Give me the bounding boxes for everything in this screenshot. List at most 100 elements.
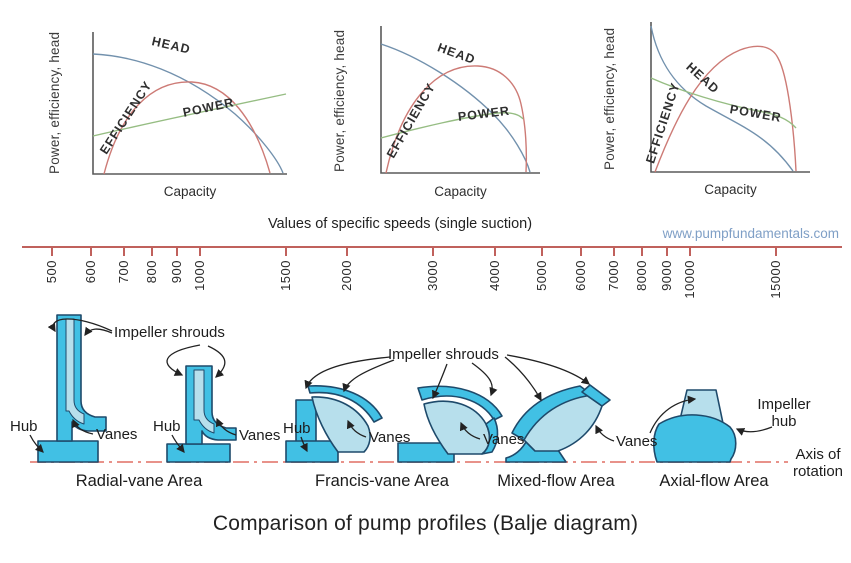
impeller-hub-label: Impeller hub <box>757 396 811 431</box>
tick-mark <box>666 247 669 256</box>
tick-label: 800 <box>144 260 159 284</box>
chart-axes <box>92 32 287 175</box>
plot-area <box>92 32 287 175</box>
area-label-axial: Axial-flow Area <box>659 472 769 490</box>
tick-mark <box>198 247 201 256</box>
vanes-label-2: Vanes <box>239 427 281 444</box>
arrow-vanes-3 <box>346 419 367 438</box>
tick-mark <box>89 247 92 256</box>
arrow-shrouds-b2 <box>207 345 226 378</box>
pump-curve-chart-axial: Power, efficiency, head HEAD EFFICIENCY … <box>600 10 845 210</box>
tick-mark <box>151 247 153 256</box>
tick-label: 900 <box>169 260 185 284</box>
annotation-arrows <box>29 318 773 453</box>
x-axis-label: Capacity <box>704 182 757 197</box>
tick-label: 3000 <box>425 260 441 291</box>
chart-axes <box>380 26 540 174</box>
area-label-radial: Radial-vane Area <box>75 472 203 490</box>
arrow-hub-1 <box>29 434 44 453</box>
tick-label: 9000 <box>659 260 675 291</box>
diagram-title: Comparison of pump profiles (Balje diagr… <box>212 512 639 535</box>
tick-label: 7000 <box>605 260 621 291</box>
tick-label: 700 <box>115 260 131 284</box>
arrow-shrouds-f3 <box>432 363 448 400</box>
pump-profiles-drawing <box>29 314 788 463</box>
tick-mark <box>579 247 582 256</box>
area-label-mixed: Mixed-flow Area <box>497 472 615 490</box>
power-curve <box>92 93 287 137</box>
arrow-shrouds-a2 <box>84 326 113 337</box>
efficiency-curve <box>103 81 271 175</box>
arrow-vanes-4 <box>459 421 481 440</box>
x-axis-label: Capacity <box>163 184 217 199</box>
impeller-shrouds-label-2: Impeller shrouds <box>388 346 499 363</box>
tick-label: 2000 <box>339 260 354 291</box>
arrow-hub-2 <box>171 434 185 453</box>
tick-label: 5000 <box>534 260 549 291</box>
pump-profiles: Impeller shrouds Impeller shrouds Hub Hu… <box>0 300 851 515</box>
y-axis-label: Power, efficiency, head <box>332 29 347 173</box>
tick-mark <box>541 247 543 256</box>
chart-axes <box>650 22 810 173</box>
scale-axis-line <box>22 246 842 248</box>
tick-label: 600 <box>82 260 98 284</box>
vanes-label-3: Vanes <box>369 429 411 446</box>
website-link[interactable]: www.pumpfundamentals.com <box>662 226 839 241</box>
pump-curve-chart-francis: Power, efficiency, head HEAD EFFICIENCY … <box>330 14 550 209</box>
francis-vane-impeller-a <box>285 385 383 463</box>
tick-label: 1000 <box>191 260 207 291</box>
francis-vane-impeller-b <box>397 385 503 463</box>
tick-mark <box>688 247 691 256</box>
tick-mark <box>641 247 643 256</box>
plot-area <box>650 22 810 173</box>
plot-area <box>380 26 540 174</box>
x-axis-label: Capacity <box>434 184 487 199</box>
tick-mark <box>432 247 435 256</box>
y-axis-label: Power, efficiency, head <box>602 27 617 171</box>
arrow-vanes-5 <box>595 424 615 442</box>
head-curve <box>92 53 284 174</box>
hub-label-1: Hub <box>10 418 38 435</box>
vanes-label-5: Vanes <box>616 433 658 450</box>
arrow-shrouds-f1 <box>304 356 391 390</box>
arrow-shrouds-b1 <box>166 344 201 376</box>
axial-flow-impeller <box>653 389 737 463</box>
tick-label: 8000 <box>634 260 649 291</box>
power-curve <box>380 112 524 139</box>
tick-mark <box>284 247 287 256</box>
tick-mark <box>346 247 348 256</box>
tick-mark <box>774 247 777 256</box>
head-curve <box>650 25 794 172</box>
arrow-impeller-hub <box>735 426 773 436</box>
tick-label: 500 <box>44 260 59 284</box>
power-curve <box>650 77 797 129</box>
y-axis-label: Power, efficiency, head <box>47 31 62 175</box>
tick-label: 15000 <box>767 260 783 299</box>
scale-title: Values of specific speeds (single suctio… <box>267 216 533 232</box>
head-curve <box>380 43 531 173</box>
tick-label: 1500 <box>277 260 293 291</box>
arrow-axial-blade <box>649 395 697 434</box>
tick-mark <box>612 247 615 256</box>
impeller-shrouds-label-1: Impeller shrouds <box>114 324 225 341</box>
arrow-shrouds-a1 <box>47 318 113 333</box>
axis-of-rotation-label: Axis of rotation <box>792 446 844 481</box>
vanes-label-4: Vanes <box>483 431 525 448</box>
arrow-shrouds-f2 <box>342 359 395 393</box>
tick-mark <box>122 247 125 256</box>
radial-vane-impeller-tall <box>37 314 107 463</box>
arrow-vanes-2 <box>215 417 237 436</box>
arrow-hub-3 <box>300 436 308 453</box>
tick-label: 6000 <box>572 260 588 291</box>
vanes-label-1: Vanes <box>96 426 138 443</box>
tick-mark <box>51 247 53 256</box>
radial-vane-impeller-short <box>166 365 237 463</box>
tick-mark <box>493 247 496 256</box>
hub-label-2: Hub <box>153 418 181 435</box>
specific-speed-scale: Values of specific speeds (single suctio… <box>0 200 851 300</box>
tick-mark <box>176 247 179 256</box>
hub-label-3: Hub <box>283 420 311 437</box>
mixed-flow-impeller <box>505 384 611 463</box>
arrow-vanes-1 <box>71 418 94 435</box>
